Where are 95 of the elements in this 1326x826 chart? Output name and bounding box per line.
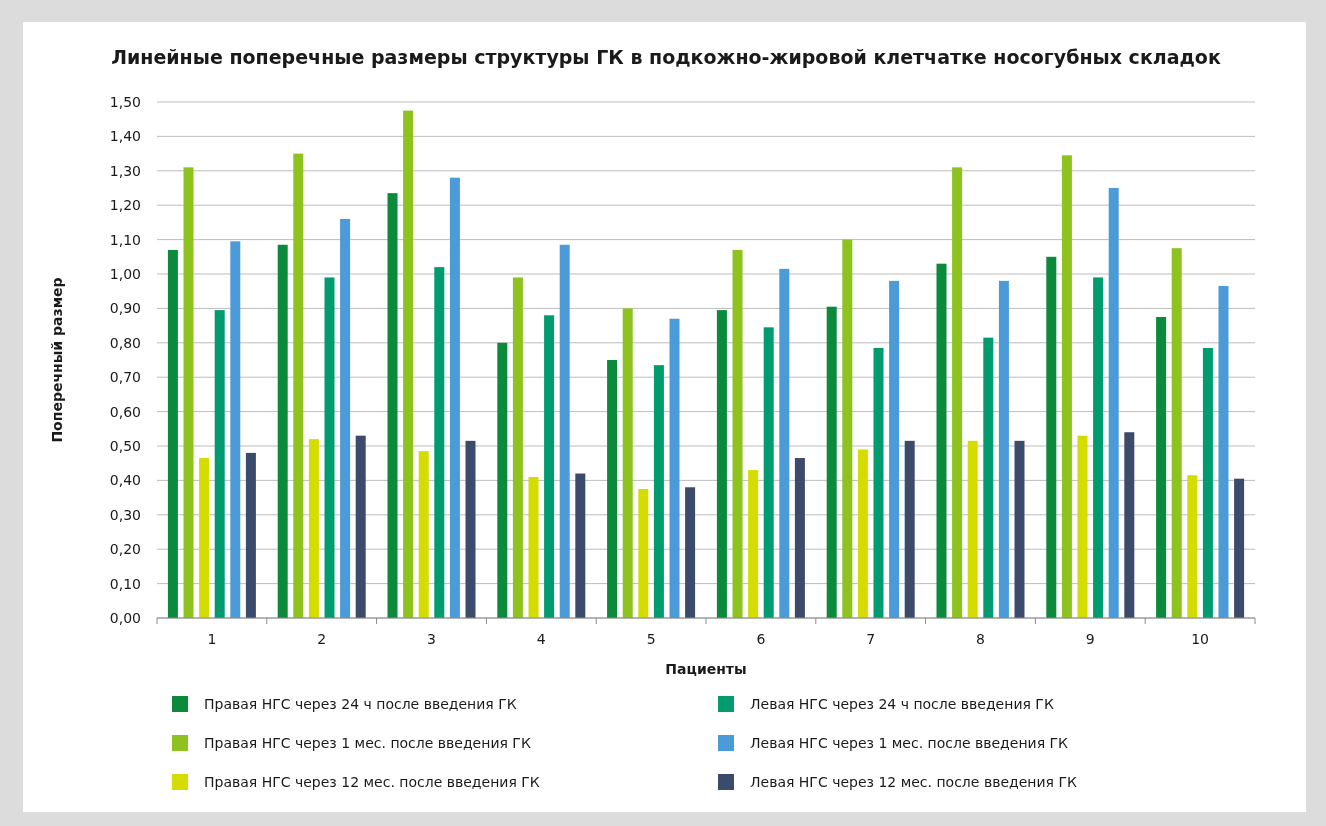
bar [904,440,915,618]
legend-label: Правая НГС через 1 мес. после введения ГК [204,734,531,751]
y-tick-label: 1,20 [109,197,141,214]
bar [497,342,508,618]
bar [779,268,790,618]
y-tick-label: 0,10 [109,575,141,592]
y-tick-label: 1,40 [109,128,141,145]
y-tick-label: 0,80 [109,334,141,351]
bar [1187,475,1198,618]
bar [575,473,586,618]
x-tick-label: 2 [317,631,327,647]
bar [293,153,304,618]
x-axis-title: Пациенты [665,661,747,677]
bar [1061,155,1072,618]
legend-label: Левая НГС через 1 мес. после введения ГК [750,734,1069,751]
x-tick-label: 6 [756,631,766,647]
bar [387,193,398,618]
bar [873,347,884,618]
bar [936,263,947,618]
bar [1077,435,1088,618]
x-tick-label: 4 [536,631,546,647]
bar [434,267,445,618]
x-tick-label: 10 [1191,631,1210,647]
bar [952,167,963,618]
x-tick-label: 1 [207,631,217,647]
bar [1156,317,1167,618]
bar [418,451,429,618]
bar [622,308,633,618]
legend-label: Левая НГС через 24 ч после введения ГК [750,695,1054,712]
bar [653,365,664,618]
bar [183,167,194,618]
y-tick-label: 0,50 [109,437,141,454]
x-tick-label: 7 [866,631,876,647]
x-tick-label: 9 [1085,631,1095,647]
bar [465,440,476,618]
bar [1093,277,1104,618]
y-tick-label: 1,30 [109,162,141,179]
bar [449,177,460,618]
bar [607,360,618,618]
bar [826,306,837,618]
legend-label: Правая НГС через 12 мес. после введения ГК [204,773,540,790]
bar [340,218,351,618]
bar [403,110,414,618]
bar [1014,440,1025,618]
y-tick-label: 0,60 [109,403,141,420]
bar [794,458,805,618]
bar [1124,432,1135,618]
bar [199,458,210,618]
bar [1171,248,1182,618]
y-tick-label: 0,00 [109,609,141,626]
x-tick-label: 5 [646,631,656,647]
y-tick-label: 0,20 [109,541,141,558]
y-tick-label: 0,30 [109,506,141,523]
y-tick-label: 1,00 [109,265,141,282]
y-tick-label: 0,90 [109,300,141,317]
bar [324,277,335,618]
bar [998,280,1009,618]
y-tick-label: 0,70 [109,369,141,386]
bar [528,476,539,618]
y-tick-label: 1,10 [109,231,141,248]
bar [214,310,225,618]
bar [716,310,727,618]
bar [748,470,759,618]
bar [857,449,868,618]
x-tick-label: 3 [427,631,436,647]
bar [512,277,523,618]
bar [355,435,366,618]
y-tick-label: 1,50 [109,93,141,110]
bar [559,244,570,618]
bar [308,439,319,618]
bar [1108,188,1119,618]
legend-label: Правая НГС через 24 ч после введения ГК [204,695,517,712]
chart-title: Линейные поперечные размеры структуры ГК в подкожно-жировой клетчатке носогубных складок [111,46,1221,68]
bar [1046,256,1057,618]
bar [889,280,900,618]
bar [1234,478,1245,618]
bar [1202,347,1213,618]
bar [732,249,743,618]
bar [763,327,774,618]
bar [544,315,555,618]
bar [638,489,649,618]
bar [842,239,853,618]
y-tick-label: 0,40 [109,472,141,489]
bar [230,241,241,618]
bar [983,337,994,618]
bar [245,452,256,618]
bar [669,318,680,618]
bar [277,244,288,618]
legend-label: Левая НГС через 12 мес. после введения ГК [750,773,1077,790]
bar [1218,286,1229,618]
bar [967,440,978,618]
bar [167,249,178,618]
y-axis-title: Поперечный размер [49,277,65,443]
x-tick-label: 8 [976,631,985,647]
bar [685,487,696,618]
